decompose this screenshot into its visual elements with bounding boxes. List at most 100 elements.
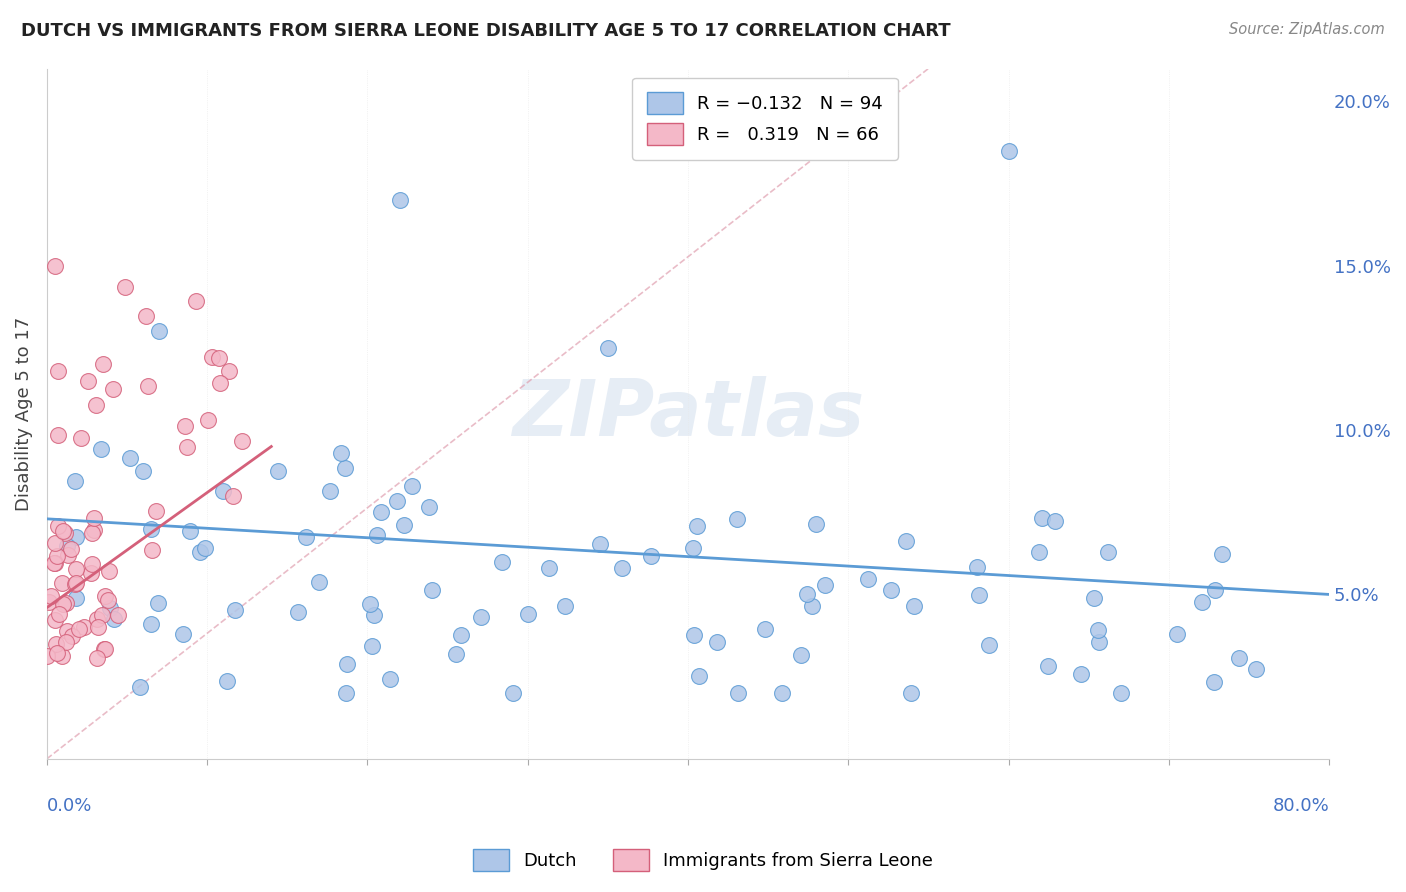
Point [1083, 591, 1105, 605]
Point [900, 686, 922, 700]
Point [83, 523, 105, 537]
Legend: Dutch, Immigrants from Sierra Leone: Dutch, Immigrants from Sierra Leone [465, 842, 941, 879]
Point [1244, 662, 1267, 676]
Point [502, 686, 524, 700]
Point [1097, 544, 1119, 558]
Point [98, 564, 121, 578]
Point [37, 648, 59, 663]
Point [46, 427, 69, 442]
Point [63, 474, 86, 488]
Point [335, 686, 357, 700]
Point [966, 560, 988, 574]
Point [814, 577, 837, 591]
Point [224, 602, 246, 616]
Point [98, 601, 121, 615]
Point [266, 464, 288, 478]
Point [706, 634, 728, 648]
Point [174, 418, 197, 433]
Point [194, 541, 217, 556]
Point [222, 489, 245, 503]
Point [59, 542, 82, 557]
Point [491, 556, 513, 570]
Text: ZIPatlas: ZIPatlas [512, 376, 865, 451]
Point [97, 593, 120, 607]
Point [360, 639, 382, 653]
Point [94, 589, 117, 603]
Point [790, 648, 813, 662]
Point [56, 539, 79, 553]
Point [370, 505, 392, 519]
Point [52, 524, 75, 539]
Point [65, 576, 87, 591]
Point [554, 599, 576, 614]
Point [967, 588, 990, 602]
Point [880, 582, 903, 597]
Point [217, 674, 239, 689]
Point [387, 493, 409, 508]
Point [80, 566, 103, 580]
Point [1031, 511, 1053, 525]
Point [770, 686, 793, 700]
Point [212, 484, 235, 499]
Point [903, 599, 925, 614]
Point [388, 193, 411, 207]
Point [141, 543, 163, 558]
Point [90, 442, 112, 456]
Point [1211, 548, 1233, 562]
Point [44, 613, 66, 627]
Point [420, 582, 443, 597]
Point [294, 530, 316, 544]
Point [418, 500, 440, 514]
Text: 80.0%: 80.0% [1272, 797, 1329, 814]
Point [139, 616, 162, 631]
Point [1204, 674, 1226, 689]
Point [537, 561, 560, 575]
Point [70, 431, 93, 445]
Point [330, 445, 353, 459]
Point [76, 375, 98, 389]
Point [450, 628, 472, 642]
Point [804, 517, 827, 532]
Point [176, 440, 198, 454]
Point [336, 657, 359, 671]
Point [1204, 582, 1226, 597]
Point [896, 533, 918, 548]
Point [45, 637, 67, 651]
Point [38, 595, 60, 609]
Point [186, 294, 208, 309]
Point [394, 518, 416, 533]
Point [131, 464, 153, 478]
Point [80, 557, 103, 571]
Point [308, 574, 330, 589]
Point [201, 351, 224, 365]
Point [231, 434, 253, 449]
Point [93, 642, 115, 657]
Point [135, 310, 157, 324]
Point [48, 607, 70, 621]
Point [754, 623, 776, 637]
Point [1070, 666, 1092, 681]
Point [52, 597, 75, 611]
Point [686, 519, 709, 533]
Point [51, 648, 73, 663]
Point [1087, 624, 1109, 638]
Point [380, 672, 402, 686]
Point [856, 572, 879, 586]
Point [145, 504, 167, 518]
Point [65, 591, 87, 606]
Point [190, 544, 212, 558]
Point [1227, 650, 1250, 665]
Point [86, 399, 108, 413]
Legend: R = −0.132   N = 94, R =   0.319   N = 66: R = −0.132 N = 94, R = 0.319 N = 66 [633, 78, 897, 160]
Text: 0.0%: 0.0% [46, 797, 93, 814]
Point [65, 561, 87, 575]
Text: Source: ZipAtlas.com: Source: ZipAtlas.com [1229, 22, 1385, 37]
Point [610, 561, 633, 575]
Point [1109, 686, 1132, 700]
Point [45, 549, 67, 563]
Point [44, 259, 66, 273]
Y-axis label: Disability Age 5 to 17: Disability Age 5 to 17 [15, 317, 32, 511]
Point [997, 144, 1019, 158]
Point [86, 612, 108, 626]
Point [596, 341, 619, 355]
